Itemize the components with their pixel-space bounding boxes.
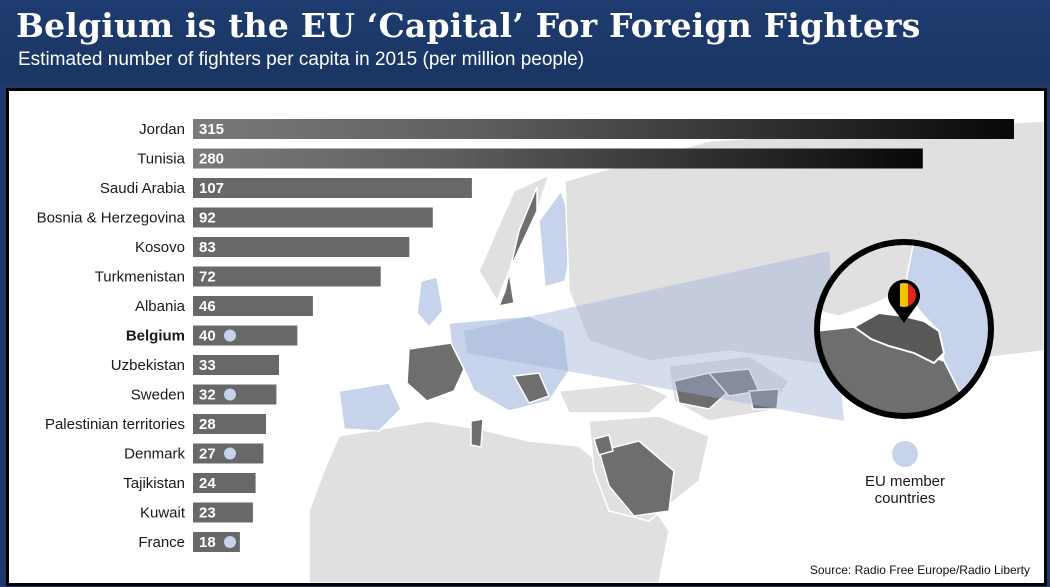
map-jordan xyxy=(593,434,614,456)
eu-member-marker xyxy=(224,447,236,460)
value-label: 72 xyxy=(199,269,216,286)
value-label: 24 xyxy=(199,475,216,492)
bar xyxy=(193,296,313,316)
value-label: 33 xyxy=(199,357,216,374)
category-label: Bosnia & Herzegovina xyxy=(37,210,186,227)
eu-member-legend-swatch xyxy=(892,441,918,467)
background-map xyxy=(308,120,1044,583)
legend-label: EU member countries xyxy=(864,473,946,507)
map-turkey xyxy=(557,382,671,414)
category-label: Turkmenistan xyxy=(95,269,185,286)
belgium-shape xyxy=(852,311,946,365)
value-label: 280 xyxy=(199,151,224,168)
category-label: Sweden xyxy=(131,387,185,404)
bar xyxy=(193,148,923,169)
bar xyxy=(193,237,410,257)
eu-member-marker xyxy=(224,388,236,401)
map-sweden xyxy=(497,186,538,308)
eu-member-marker xyxy=(224,536,236,548)
map-balkans xyxy=(512,372,551,404)
value-label: 46 xyxy=(199,298,216,315)
category-label: Denmark xyxy=(124,446,185,463)
map-uk xyxy=(416,276,444,329)
category-label: Kuwait xyxy=(140,505,186,522)
value-label: 27 xyxy=(199,446,216,463)
value-label: 40 xyxy=(199,328,216,345)
bar xyxy=(193,414,266,434)
chart-panel: Jordan 315 Tunisia 280 Saudi Arabia 107 Bosnia… xyxy=(6,88,1047,586)
category-label: Kosovo xyxy=(135,239,185,256)
bar xyxy=(193,178,472,198)
chart-title: Belgium is the EU ‘Capital’ For Foreign … xyxy=(16,6,921,45)
category-label: Tunisia xyxy=(137,151,185,168)
zoom-cone xyxy=(464,251,844,421)
bar xyxy=(193,502,253,523)
map-iberia xyxy=(338,382,402,432)
legend: EU member countries xyxy=(845,441,965,507)
chart-subtitle: Estimated number of fighters per capita … xyxy=(18,49,585,70)
value-label: 23 xyxy=(199,505,216,522)
belgium-inset xyxy=(817,242,991,416)
category-label: Belgium xyxy=(126,328,185,345)
map-turkmenistan xyxy=(673,372,731,410)
map-tunisia xyxy=(470,418,484,448)
belgium-flag-pin-icon xyxy=(888,279,920,323)
value-label: 28 xyxy=(199,416,216,433)
bar xyxy=(193,207,433,228)
bar xyxy=(193,355,279,375)
value-label: 83 xyxy=(199,239,216,256)
header-banner: Belgium is the EU ‘Capital’ For Foreign … xyxy=(0,0,1050,83)
value-label: 32 xyxy=(199,387,216,404)
category-label: Jordan xyxy=(139,121,185,138)
category-label: France xyxy=(138,534,185,551)
category-label: Palestinian territories xyxy=(45,416,185,433)
source-note: Source: Radio Free Europe/Radio Liberty xyxy=(809,563,1030,577)
map-tajikistan xyxy=(748,388,780,410)
bar xyxy=(193,473,256,493)
value-label: 315 xyxy=(199,121,224,138)
eu-member-marker xyxy=(224,329,236,342)
value-label: 92 xyxy=(199,210,216,227)
category-label: Saudi Arabia xyxy=(100,180,186,197)
category-label: Uzbekistan xyxy=(111,357,185,374)
value-label: 18 xyxy=(199,534,216,551)
bar xyxy=(193,325,298,346)
inset-ring xyxy=(814,239,994,419)
category-label: Tajikistan xyxy=(123,475,185,492)
bar xyxy=(193,266,381,287)
map-saudi-arabia xyxy=(598,440,675,517)
bar-chart: Jordan 315 Tunisia 280 Saudi Arabia 107 Bosnia… xyxy=(37,119,1014,552)
value-label: 107 xyxy=(199,180,224,197)
category-label: Albania xyxy=(135,298,186,315)
bar xyxy=(193,119,1014,139)
